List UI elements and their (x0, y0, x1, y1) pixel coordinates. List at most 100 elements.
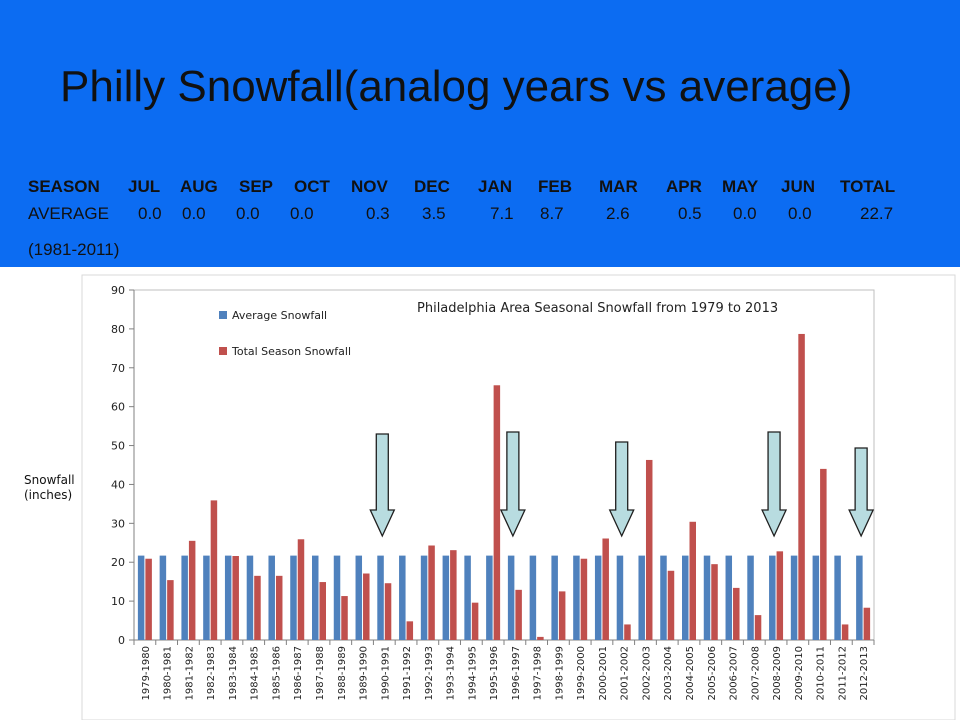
total-snowfall-bar (711, 564, 718, 640)
average-snowfall-bar (377, 555, 384, 640)
x-tick-label: 2008-2009 (772, 646, 783, 701)
analog-year-arrow (608, 441, 635, 538)
total-snowfall-bar (275, 575, 283, 640)
snowfall-chart: Snowfall (inches) 0 10 20 30 40 50 60 70 80 90 197… (0, 267, 960, 720)
x-tick-label: 2000-2001 (598, 646, 609, 701)
average-snowfall-bar (355, 555, 363, 640)
x-tick-label: 2005-2006 (707, 646, 718, 701)
total-snowfall-bar (406, 621, 414, 640)
x-tick-label: 2002-2003 (641, 646, 652, 701)
average-snowfall-bar (551, 555, 558, 640)
total-snowfall-bar (537, 636, 544, 640)
y-tick-label: 10 (111, 595, 125, 608)
total-snowfall-bar (580, 558, 588, 640)
analog-year-arrow (761, 431, 788, 538)
table-cell: 0.3 (366, 204, 390, 223)
average-snowfall-bar (725, 555, 733, 640)
y-tick-label: 90 (111, 284, 125, 297)
total-snowfall-bar (624, 624, 631, 640)
slide-header: Philly Snowfall(analog years vs average)… (0, 0, 960, 267)
total-snowfall-bar (515, 589, 522, 640)
table-cell: 0.5 (678, 204, 702, 223)
average-snowfall-bar (464, 555, 471, 640)
x-tick-label: 2007-2008 (750, 646, 761, 701)
total-snowfall-bar (450, 550, 457, 640)
legend-label: Total Season Snowfall (231, 345, 351, 358)
average-snowfall-bar (682, 555, 689, 640)
x-tick-label: 1989-1990 (359, 646, 370, 701)
average-snowfall-bar (573, 555, 580, 640)
slide-title: Philly Snowfall(analog years vs average) (60, 62, 853, 111)
x-tick-label: 1980-1981 (163, 646, 174, 701)
y-tick-label: 40 (111, 478, 125, 491)
analog-year-arrow (848, 447, 875, 538)
table-cell: AVERAGE (28, 204, 109, 223)
y-axis-title-line: (inches) (24, 488, 73, 502)
x-tick-label: 1999-2000 (576, 646, 587, 701)
legend-swatch (219, 311, 227, 319)
average-snowfall-bar (616, 555, 624, 640)
average-snowfall-bar (856, 555, 863, 640)
x-tick-label: 1985-1986 (271, 646, 282, 701)
average-snowfall-bar (246, 555, 254, 640)
y-tick-label: 50 (111, 440, 125, 453)
x-tick-label: 1983-1984 (228, 646, 239, 701)
x-tick-label: 2006-2007 (729, 646, 740, 701)
x-tick-label: 1995-1996 (489, 646, 500, 701)
x-tick-label: 2003-2004 (663, 646, 674, 701)
average-snowfall-bar (399, 555, 406, 640)
x-tick-label: 1990-1991 (380, 646, 391, 701)
y-axis-title-line: Snowfall (24, 473, 75, 487)
average-snowfall-bar (594, 555, 602, 640)
average-snowfall-bar (442, 555, 450, 640)
table-cell: 0.0 (788, 204, 812, 223)
average-snowfall-bar (137, 555, 145, 640)
total-snowfall-bar (384, 583, 392, 640)
total-snowfall-bar (210, 500, 218, 640)
total-snowfall-bar (841, 624, 849, 640)
average-snowfall-bar (181, 555, 188, 640)
x-tick-label: 2012-2013 (859, 646, 870, 701)
table-header-cell: FEB (538, 177, 572, 196)
legend-swatch (219, 347, 227, 355)
average-snowfall-bar (312, 555, 319, 640)
x-tick-label: 2004-2005 (685, 646, 696, 701)
x-tick-label: 1996-1997 (511, 646, 522, 701)
average-snowfall-bar (507, 555, 515, 640)
chart-svg: 0 10 20 30 40 50 60 70 80 90 1979-1980 1980-1981 198… (81, 274, 956, 720)
total-snowfall-bar (667, 570, 675, 640)
total-snowfall-bar (602, 538, 609, 640)
table-header-cell: OCT (294, 177, 330, 196)
average-snowfall-bar (660, 555, 667, 640)
total-snowfall-bar (493, 385, 501, 640)
total-snowfall-bar (254, 575, 261, 640)
total-snowfall-bar (428, 545, 435, 640)
x-tick-label: 1979-1980 (141, 646, 152, 701)
x-tick-label: 2001-2002 (620, 646, 631, 701)
total-snowfall-bar (863, 607, 871, 640)
table-header-cell: AUG (180, 177, 218, 196)
chart-title: Philadelphia Area Seasonal Snowfall from… (417, 301, 778, 316)
analog-year-arrow (369, 433, 396, 538)
table-cell: 0.0 (733, 204, 757, 223)
table-cell: 0.0 (182, 204, 206, 223)
table-header-cell: NOV (351, 177, 388, 196)
x-tick-label: 1993-1994 (446, 646, 457, 701)
total-snowfall-bar (232, 556, 239, 640)
y-tick-label: 0 (118, 634, 125, 647)
total-snowfall-bar (820, 468, 827, 640)
average-snowfall-bar (703, 555, 711, 640)
x-tick-label: 1981-1982 (184, 646, 195, 701)
x-tick-label: 1986-1987 (293, 646, 304, 701)
x-tick-label: 1988-1989 (337, 646, 348, 701)
y-tick-label: 60 (111, 401, 125, 414)
total-snowfall-bar (297, 539, 305, 640)
x-tick-label: 2009-2010 (794, 646, 805, 701)
x-tick-label: 1984-1985 (250, 646, 261, 701)
average-period-label: (1981-2011) (28, 240, 120, 259)
x-tick-label: 1994-1995 (467, 646, 478, 701)
average-snowfall-bar (812, 555, 820, 640)
table-header-cell: DEC (414, 177, 450, 196)
total-snowfall-bar (689, 521, 696, 640)
total-snowfall-bar (776, 551, 784, 640)
